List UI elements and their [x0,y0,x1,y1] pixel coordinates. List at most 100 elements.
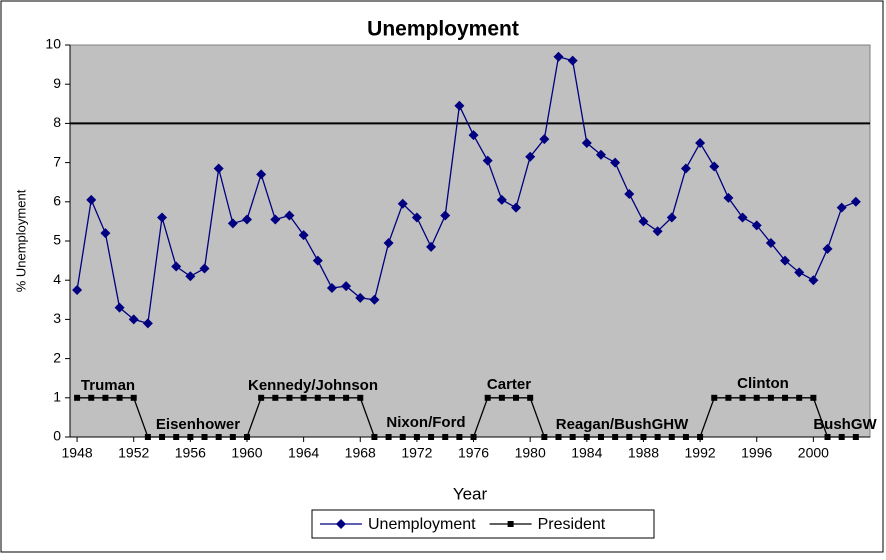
annotation: Carter [487,376,531,393]
plot-area [69,44,871,438]
marker [680,163,691,174]
marker [144,434,151,440]
marker [456,434,463,440]
marker [426,241,437,252]
legend-label: Unemployment [368,516,476,533]
chart-title: Unemployment [367,18,519,41]
marker [454,100,465,111]
marker [336,519,346,529]
marker [258,394,265,401]
marker [583,434,590,440]
marker [484,394,491,401]
x-tick-label: 1980 [515,445,546,461]
marker [413,434,420,440]
marker [355,292,366,303]
marker [298,230,309,241]
annotation: Truman [81,377,135,394]
marker [102,394,109,401]
annotation: Nixon/Ford [386,414,465,431]
x-tick-label: 1996 [741,445,772,461]
marker [371,434,378,440]
marker [369,294,380,305]
marker [610,157,621,168]
marker [507,521,514,527]
marker [357,394,364,401]
x-tick-label: 1956 [175,445,206,461]
legend-box [311,509,655,539]
marker [624,188,635,199]
marker [652,226,663,237]
marker [128,314,139,325]
y-tick-label: 4 [53,271,61,287]
marker [836,202,847,213]
marker [470,434,477,440]
marker [725,394,732,401]
marker [638,216,649,227]
annotation: BushGW [813,416,877,433]
marker [682,434,689,440]
marker [511,202,522,213]
x-tick-label: 1984 [571,445,602,461]
marker [541,434,548,440]
marker [157,212,168,223]
marker [822,243,833,254]
x-tick-label: 1988 [628,445,659,461]
marker [581,138,592,148]
x-axis-title: Year [453,484,488,503]
marker [794,267,805,278]
marker [569,434,576,440]
x-tick-label: 1992 [685,445,716,461]
marker [215,434,222,440]
marker [739,394,746,401]
marker [442,434,449,440]
marker [796,394,803,401]
y-tick-label: 3 [53,310,61,326]
y-tick-label: 5 [53,232,61,248]
y-tick-label: 0 [53,428,61,444]
y-tick-label: 9 [53,75,61,91]
marker [765,237,776,248]
x-tick-label: 1968 [345,445,376,461]
y-tick-label: 7 [53,153,61,169]
x-tick-label: 1948 [62,445,93,461]
marker [284,210,295,221]
x-tick-label: 1972 [401,445,432,461]
y-tick-label: 2 [53,349,61,365]
marker [312,255,323,266]
marker [782,394,789,401]
marker [780,255,791,266]
marker [286,394,293,401]
marker [567,55,578,66]
marker [482,155,493,166]
x-tick-label: 1976 [458,445,489,461]
annotation: Clinton [737,375,789,392]
x-tick-label: 1964 [288,445,319,461]
marker [668,434,675,440]
marker [496,194,507,205]
marker [86,194,97,205]
marker [612,434,619,440]
marker [824,434,831,440]
marker [709,161,720,172]
marker [527,394,534,401]
marker [513,394,520,401]
marker [767,394,774,401]
marker [314,394,321,401]
marker [440,210,451,221]
marker [468,130,479,141]
marker [341,281,352,292]
marker [272,394,279,401]
marker [723,192,734,203]
annotation: Kennedy/Johnson [248,377,378,394]
y-tick-label: 8 [53,114,61,130]
marker [810,394,817,401]
marker [498,394,505,401]
marker [753,394,760,401]
marker [711,394,718,401]
marker [116,394,123,401]
annotation: Reagan/BushGHW [556,416,689,433]
marker [199,263,210,274]
series-line [76,55,857,325]
marker [397,198,408,209]
